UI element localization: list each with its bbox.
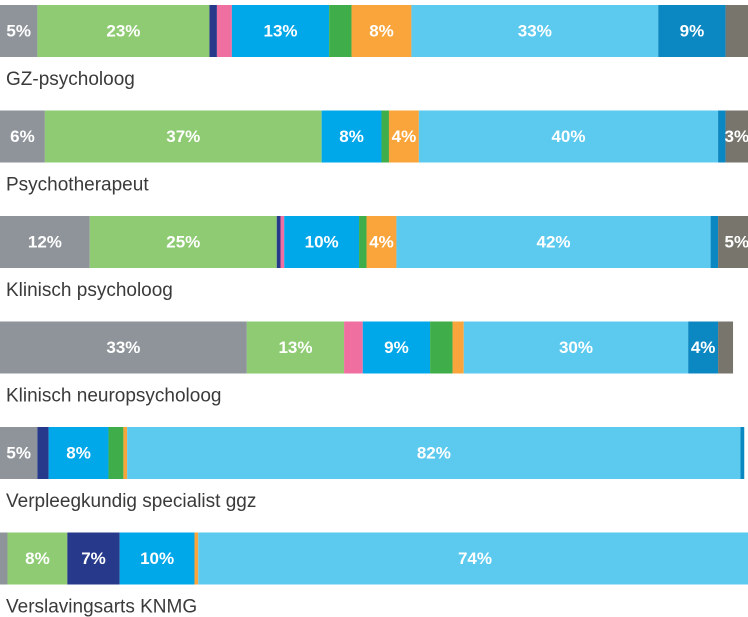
segment-label: 82% — [417, 443, 451, 462]
bar-segment — [718, 321, 734, 374]
segment-label: 74% — [458, 549, 492, 568]
bar-segment — [231, 5, 330, 57]
category-label: Verslavingsarts KNMG — [6, 597, 197, 617]
bar-segment — [362, 321, 431, 374]
segment-label: 6% — [10, 127, 35, 146]
bar-segment — [430, 321, 453, 374]
segment-label: 37% — [166, 127, 200, 146]
bar-segment — [127, 427, 741, 479]
category-label: Klinisch psycholoog — [6, 280, 173, 301]
bar-segment — [108, 427, 124, 479]
bar-segment — [381, 110, 389, 163]
bar-segment — [725, 5, 748, 57]
segment-label: 8% — [339, 127, 364, 146]
bar-segment — [710, 216, 719, 268]
segment-label: 4% — [392, 127, 417, 146]
segment-label: 23% — [106, 21, 140, 40]
bar-segment — [344, 321, 363, 374]
bar-segment — [216, 5, 232, 57]
bar-segment — [366, 216, 397, 268]
bar-segment — [329, 5, 352, 57]
segment-label: 5% — [724, 232, 748, 251]
segment-label: 13% — [278, 338, 312, 357]
segment-label: 9% — [384, 338, 409, 357]
bar-segment — [321, 110, 382, 163]
bar-segment — [0, 321, 247, 374]
bar-segment — [37, 427, 49, 479]
bar-segment — [48, 427, 109, 479]
bar-segment — [388, 110, 419, 163]
bar-segment — [0, 532, 8, 585]
bar-segment — [359, 216, 367, 268]
segment-label: 3% — [724, 127, 748, 146]
category-label: Verpleegkundig specialist ggz — [6, 491, 256, 512]
bar-segment — [67, 532, 120, 585]
segment-label: 5% — [6, 443, 31, 462]
bar-segment — [209, 5, 217, 57]
bar-segment — [396, 216, 711, 268]
bar-segment — [463, 321, 689, 374]
bar-segment — [0, 216, 90, 268]
segment-label: 33% — [106, 338, 140, 357]
bar-segment — [351, 5, 412, 57]
bar-segment — [198, 532, 748, 585]
bar-segment — [0, 110, 45, 163]
bar-segment — [740, 427, 745, 479]
bar-segment — [418, 110, 719, 163]
segment-label: 8% — [25, 549, 50, 568]
segment-label: 12% — [28, 232, 62, 251]
bar-segment — [194, 532, 199, 585]
category-label: Psychotherapeut — [6, 175, 149, 196]
bar-segment — [246, 321, 345, 374]
bar-segment — [37, 5, 210, 57]
bar-segment — [411, 5, 659, 57]
segment-label: 42% — [537, 232, 571, 251]
bar-segment — [44, 110, 322, 163]
segment-label: 8% — [369, 21, 394, 40]
segment-label: 40% — [551, 127, 585, 146]
bar-segment — [284, 216, 360, 268]
segment-label: 30% — [559, 338, 593, 357]
bar-segment — [725, 110, 748, 163]
bar-segment — [0, 427, 38, 479]
bar-segment — [688, 321, 719, 374]
category-label: GZ-psycholoog — [6, 69, 135, 90]
segment-label: 10% — [305, 232, 339, 251]
segment-label: 5% — [6, 21, 31, 40]
bar-segment — [280, 216, 285, 268]
segment-label: 9% — [680, 21, 705, 40]
bar-segment — [658, 5, 726, 57]
segment-label: 4% — [691, 338, 716, 357]
bar-segment — [276, 216, 281, 268]
segment-label: 8% — [66, 443, 91, 462]
bar-segment — [123, 427, 128, 479]
segment-label: 13% — [263, 21, 297, 40]
bar-segment — [119, 532, 195, 585]
segment-label: 10% — [140, 549, 174, 568]
bar-segment — [89, 216, 277, 268]
bar-segment — [718, 216, 748, 268]
bar-segment — [0, 5, 38, 57]
bar-segment — [452, 321, 464, 374]
segment-label: 33% — [518, 21, 552, 40]
segment-label: 25% — [166, 232, 200, 251]
bar-segment — [7, 532, 68, 585]
segment-label: 7% — [81, 549, 106, 568]
category-label: Klinisch neuropsycholoog — [6, 386, 221, 407]
segment-label: 4% — [369, 232, 394, 251]
bar-segment — [718, 110, 726, 163]
